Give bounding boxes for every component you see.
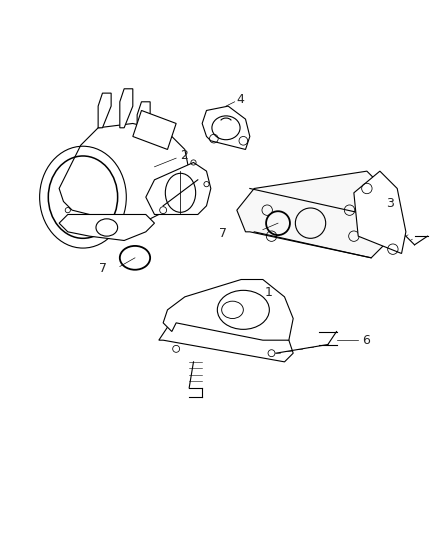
Polygon shape <box>59 124 189 223</box>
Polygon shape <box>236 171 392 258</box>
Polygon shape <box>120 89 133 128</box>
Text: 7: 7 <box>219 228 227 240</box>
Text: 3: 3 <box>385 197 393 210</box>
Polygon shape <box>353 171 405 254</box>
Polygon shape <box>98 93 111 128</box>
Text: 7: 7 <box>99 262 106 275</box>
Ellipse shape <box>212 116 240 140</box>
Text: 6: 6 <box>362 334 370 346</box>
Polygon shape <box>163 279 293 340</box>
Text: 4: 4 <box>236 93 244 106</box>
Polygon shape <box>159 319 293 362</box>
Text: 1: 1 <box>265 286 272 299</box>
Polygon shape <box>145 163 210 214</box>
Polygon shape <box>137 102 150 132</box>
Polygon shape <box>59 214 154 240</box>
Text: 2: 2 <box>180 149 188 163</box>
Polygon shape <box>202 106 249 149</box>
Polygon shape <box>133 110 176 149</box>
